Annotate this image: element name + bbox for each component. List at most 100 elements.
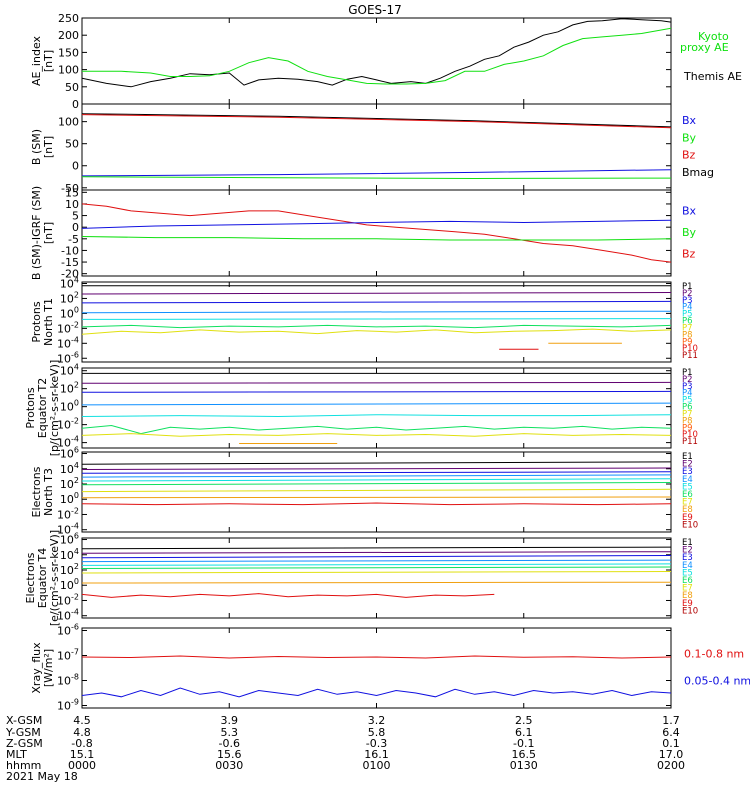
legend-entry: E3: [682, 467, 693, 477]
y-tick-label: 102: [60, 290, 79, 305]
ephemeris-value: 5.8: [368, 726, 386, 739]
legend-entry: Bmag: [682, 166, 714, 179]
legend-entry: P10: [682, 344, 698, 354]
ephemeris-value: 0.1: [662, 737, 680, 750]
series-group: [82, 372, 671, 444]
y-tick-label: -50: [61, 182, 79, 195]
y-tick-label: 250: [58, 12, 79, 25]
y-tick-label: 5: [72, 210, 79, 223]
legend-entry: Bx: [682, 205, 697, 218]
series-e8: [82, 496, 671, 499]
series-p6: [82, 324, 671, 329]
y-axis-label: [e/(cm²-s-sr-keV)]: [48, 530, 61, 626]
ephemeris-value: -0.8: [71, 737, 92, 750]
y-tick-label: 10-4: [57, 522, 79, 537]
legend-entry: P7: [682, 409, 693, 419]
series-p5: [82, 414, 671, 418]
y-tick-label: 10-2: [57, 417, 79, 432]
series-e5: [82, 478, 671, 482]
ephemeris-value: 16.5: [512, 748, 537, 761]
series-e9: [82, 593, 495, 598]
y-tick-label: 50: [65, 138, 79, 151]
y-axis-label: [p/(cm²-s-sr-keV)]: [48, 360, 61, 457]
y-tick-label: 100: [60, 577, 79, 592]
legend-entry: E3: [682, 553, 693, 563]
y-axis-label: Protons: [30, 301, 43, 342]
y-tick-label: -20: [61, 268, 79, 281]
legend-entry: E8: [682, 505, 693, 515]
legend-entry: E5: [682, 482, 693, 492]
ephemeris-value: 15.1: [70, 748, 95, 761]
y-tick-label: 104: [60, 363, 79, 378]
y-tick-label: 50: [65, 81, 79, 94]
legend-entry: P6: [682, 317, 693, 327]
legend-entry: E6: [682, 576, 693, 586]
series-group: [82, 203, 671, 263]
panel-frame: [81, 17, 672, 105]
legend-entry: Bx: [682, 114, 697, 127]
series-e6: [82, 482, 671, 486]
series-p4: [82, 402, 671, 406]
y-tick-label: 10-4: [57, 608, 79, 623]
y-tick-label: 100: [60, 491, 79, 506]
series-themis-ae: [82, 18, 671, 88]
y-tick-label: 10-6: [57, 350, 79, 365]
ephemeris-value: 6.4: [662, 726, 680, 739]
legend-entry: P9: [682, 337, 693, 347]
legend-entry: By: [682, 131, 697, 144]
series-e6: [82, 566, 671, 569]
y-tick-label: 106: [60, 446, 79, 461]
date-label: 2021 May 18: [6, 770, 78, 783]
series-p5: [82, 318, 671, 320]
series-e1: [82, 461, 671, 465]
y-tick-label: -5: [68, 233, 79, 246]
y-tick-label: 10-6: [57, 623, 79, 638]
ephemeris-value: 17.0: [659, 748, 684, 761]
ephemeris-value: 0100: [363, 759, 391, 772]
series-e1: [82, 546, 671, 550]
y-axis-label: Electrons: [24, 552, 37, 603]
series-e5: [82, 563, 671, 566]
y-tick-label: 10-9: [57, 698, 79, 713]
panel-xray: 10-6 10-7 10-8 10-9 Xray_flux [W/m²] 0.1-0.8 n…: [30, 623, 750, 713]
series-p2: [82, 292, 671, 295]
y-axis-label: [W/m²]: [42, 649, 55, 687]
legend-entry: By: [682, 226, 697, 239]
series-bx: [82, 219, 671, 229]
legend-entry: P11: [682, 437, 698, 447]
series-kyoto-proxy-ae: [82, 27, 671, 85]
ephemeris-value: 3.9: [221, 714, 239, 727]
y-tick-label: 100: [60, 305, 79, 320]
legend-entry: Bz: [682, 248, 696, 261]
series-p7: [82, 328, 671, 335]
legend-entry: E7: [682, 498, 693, 508]
y-tick-label: 150: [58, 46, 79, 59]
series-p3: [82, 300, 671, 304]
legend-entry: P3: [682, 296, 693, 306]
y-tick-label: 10: [65, 198, 79, 211]
y-tick-label: -15: [61, 256, 79, 269]
ephemeris-value: 6.1: [515, 726, 533, 739]
y-tick-label: 10-2: [57, 506, 79, 521]
legend-entry: P6: [682, 403, 693, 413]
ephemeris-value: 0200: [657, 759, 685, 772]
series-group: [82, 546, 671, 598]
y-axis-label: Equator T2: [36, 378, 49, 438]
series-group: [82, 655, 671, 698]
y-tick-label: 10-4: [57, 335, 79, 350]
legend-entry: E9: [682, 513, 693, 523]
legend-entry: 0.05-0.4 nm: [684, 674, 750, 687]
legend-entry: E1: [682, 452, 693, 462]
panel-bsm: -50 0 50 100 B (SM) [nT] Bx By Bz Bmag: [30, 103, 714, 195]
legend-entry: E2: [682, 460, 693, 470]
y-tick-label: 10-2: [57, 592, 79, 607]
series-e8: [82, 581, 671, 584]
legend-entry: P5: [682, 310, 693, 320]
series-e3: [82, 471, 671, 474]
ephemeris-value: 16.1: [364, 748, 389, 761]
